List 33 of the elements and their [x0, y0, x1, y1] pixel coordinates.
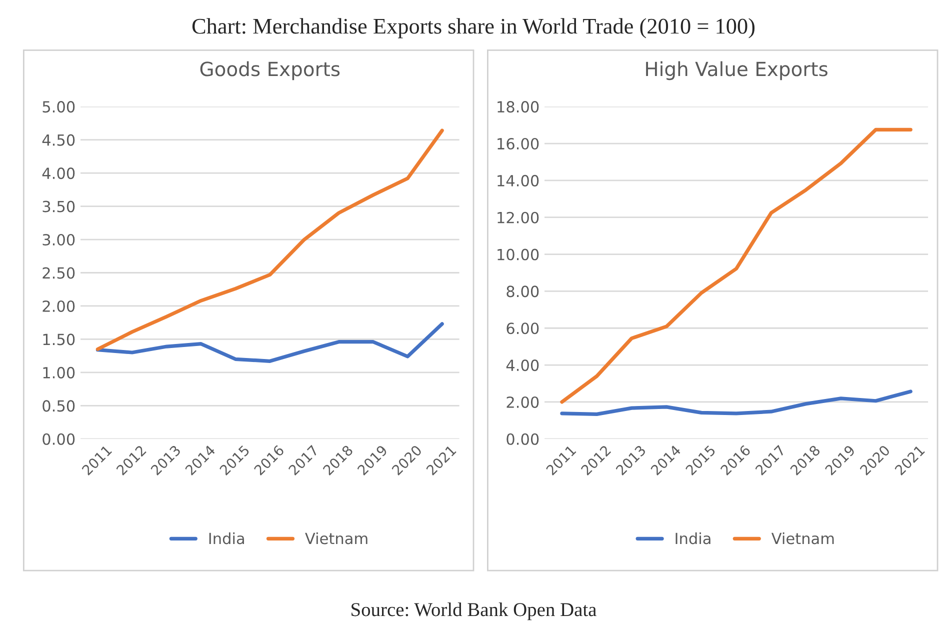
y-tick-label: 14.00: [498, 174, 539, 186]
y-tick-label: 4.50: [42, 134, 75, 146]
y-tick-label: 1.50: [43, 334, 75, 346]
y-tick-label: 0.00: [42, 433, 75, 445]
y-tick-label: 2.50: [42, 267, 75, 279]
y-tick-label: 4.00: [42, 168, 75, 180]
y-tick-label: 6.00: [506, 322, 539, 334]
y-tick-label: 3.00: [42, 234, 75, 246]
legend-label: Vietnam: [771, 532, 834, 544]
line-series: [96, 322, 444, 363]
line-series: [560, 128, 912, 404]
source-note: Source: World Bank Open Data: [352, 602, 596, 620]
line-series: [560, 390, 912, 416]
legend-label: India: [209, 532, 244, 544]
y-tick-label: 5.00: [42, 101, 75, 113]
line-series: [96, 128, 444, 351]
y-tick-label: 16.00: [498, 138, 539, 150]
y-tick-label: 1.00: [43, 366, 75, 378]
y-tick-label: 8.00: [506, 286, 539, 298]
y-tick-label: 10.00: [498, 248, 539, 260]
chart-title: Goods Exports: [200, 61, 340, 80]
chart-title: High Value Exports: [646, 61, 828, 80]
y-tick-label: 2.00: [506, 396, 539, 408]
legend-label: Vietnam: [305, 532, 368, 544]
legend-label: India: [676, 532, 710, 544]
y-tick-label: 0.00: [506, 433, 539, 445]
y-tick-label: 3.50: [42, 200, 75, 212]
text: Chart: Merchandise Exports share in World Trade (2010 = 100): [192, 18, 755, 38]
y-tick-label: 2.00: [42, 300, 75, 312]
y-tick-label: 0.50: [42, 400, 75, 412]
y-tick-label: 18.00: [498, 101, 539, 113]
y-tick-label: 4.00: [506, 360, 539, 372]
y-tick-label: 12.00: [498, 212, 539, 224]
